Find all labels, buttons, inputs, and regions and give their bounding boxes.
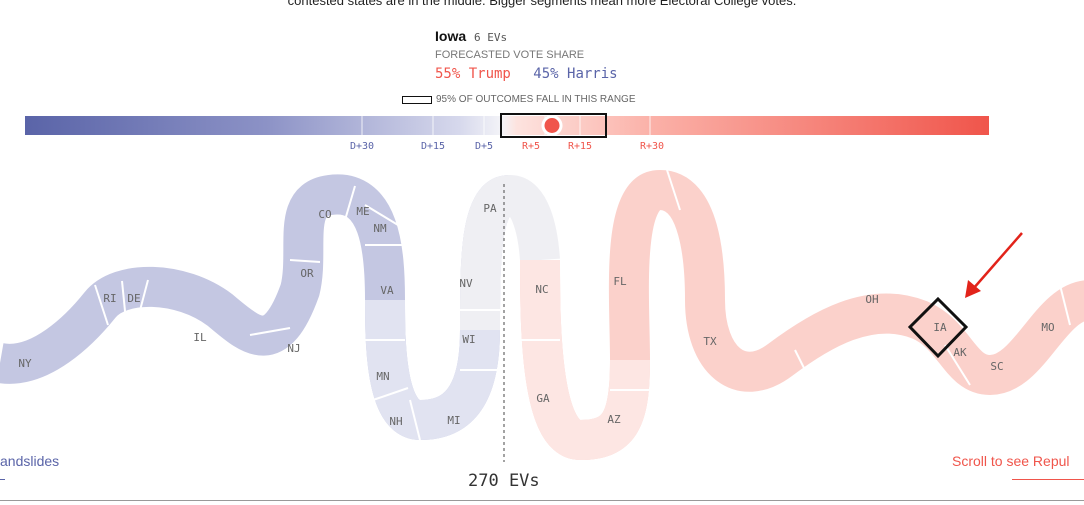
- state-label-pa[interactable]: PA: [483, 202, 497, 215]
- state-label-ia[interactable]: IA: [933, 321, 947, 334]
- range-legend-swatch: [402, 95, 432, 104]
- tooltip-state-name: Iowa: [435, 28, 467, 44]
- state-label-ak[interactable]: AK: [953, 346, 967, 359]
- selected-state-outline[interactable]: [907, 296, 969, 359]
- state-label-az[interactable]: AZ: [607, 413, 621, 426]
- bottom-divider: [0, 500, 1084, 501]
- scale-tick-r15: R+15: [568, 141, 592, 152]
- snake-segment-lean-rep: [520, 259, 650, 461]
- state-label-nm[interactable]: NM: [373, 222, 387, 235]
- annotation-arrow-head: [965, 280, 981, 298]
- state-label-nv[interactable]: NV: [459, 277, 473, 290]
- state-label-ga[interactable]: GA: [536, 392, 550, 405]
- state-label-mo[interactable]: MO: [1041, 321, 1054, 334]
- state-label-fl[interactable]: FL: [613, 275, 627, 288]
- state-label-de[interactable]: DE: [127, 292, 140, 305]
- tooltip-header: Iowa 6 EVs: [435, 28, 507, 44]
- scale-tick-r5: R+5: [522, 141, 540, 152]
- vote-share-values: 55% Trump 45% Harris: [435, 66, 618, 82]
- scale-tick-r30: R+30: [640, 141, 664, 152]
- state-label-sc[interactable]: SC: [990, 360, 1003, 373]
- scale-tick-d15: D+15: [421, 141, 445, 152]
- snake-segment-blue-wave: [0, 174, 514, 441]
- state-label-tx[interactable]: TX: [703, 335, 717, 348]
- state-label-ny[interactable]: NY: [18, 357, 32, 370]
- scroll-dem-underline: [0, 479, 5, 480]
- state-label-mn[interactable]: MN: [376, 370, 389, 383]
- scroll-rep-link[interactable]: Scroll to see Repul: [952, 453, 1070, 469]
- state-label-me[interactable]: ME: [356, 205, 369, 218]
- tooltip-ev-count: 6 EVs: [474, 31, 508, 44]
- forecast-marker[interactable]: [541, 115, 563, 136]
- state-label-mi[interactable]: MI: [447, 414, 460, 427]
- snake-segment-tossup: [460, 174, 560, 331]
- margin-scale: D+30 D+15 D+5 R+5 R+15 R+30: [25, 113, 989, 152]
- state-label-co[interactable]: CO: [318, 208, 331, 221]
- scroll-dem-link[interactable]: andslides: [0, 453, 60, 469]
- range-legend: 95% OF OUTCOMES FALL IN THIS RANGE: [402, 94, 636, 105]
- outcome-range-box: [500, 113, 607, 138]
- scroll-rep-underline: [1012, 479, 1084, 480]
- annotation-arrow-line: [972, 232, 1023, 290]
- state-label-va[interactable]: VA: [380, 284, 394, 297]
- state-label-oh[interactable]: OH: [865, 293, 878, 306]
- state-label-ri[interactable]: RI: [103, 292, 116, 305]
- state-label-or[interactable]: OR: [300, 267, 314, 280]
- intro-text: contested states are in the middle. Bigg…: [287, 0, 797, 8]
- harris-share: 45% Harris: [533, 66, 618, 82]
- state-label-wi[interactable]: WI: [462, 333, 475, 346]
- vote-share-label: FORECASTED VOTE SHARE: [435, 49, 585, 61]
- ev-threshold-label: 270 EVs: [468, 471, 540, 491]
- scale-tick-d30: D+30: [350, 141, 374, 152]
- state-label-nh[interactable]: NH: [389, 415, 402, 428]
- scale-tick-d5: D+5: [475, 141, 493, 152]
- trump-share: 55% Trump: [435, 66, 511, 82]
- state-label-il[interactable]: IL: [193, 331, 207, 344]
- state-label-nj[interactable]: NJ: [287, 342, 300, 355]
- range-legend-label: 95% OF OUTCOMES FALL IN THIS RANGE: [436, 94, 636, 105]
- scale-bar: [25, 116, 989, 135]
- state-label-nc[interactable]: NC: [535, 283, 548, 296]
